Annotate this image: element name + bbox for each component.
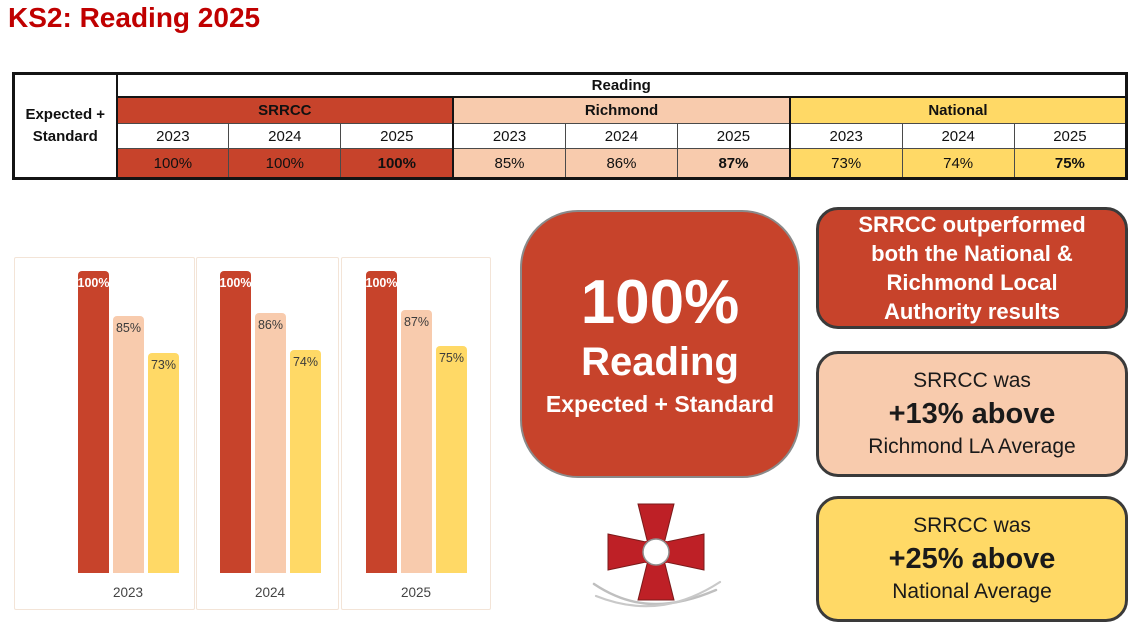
callout-national-comparison: SRRCC was +25% above National Average xyxy=(816,496,1128,622)
table-value-richmond-2023: 85% xyxy=(452,148,566,179)
bar-2024-richmond xyxy=(255,313,286,573)
crest-laurel-swirls xyxy=(592,580,722,608)
chart-category-label-2023: 2023 xyxy=(112,585,144,600)
cross-pattee-icon xyxy=(607,503,705,601)
table-value-national-2023: 73% xyxy=(788,148,903,179)
chart-category-label-2024: 2024 xyxy=(254,585,286,600)
bar-value-label-2023-richmond: 85% xyxy=(115,321,142,335)
callout-richmond-comparison: SRRCC was +13% above Richmond LA Average xyxy=(816,351,1128,477)
summary-subject: Reading xyxy=(581,339,739,384)
bar-value-label-2024-srrcc: 100% xyxy=(219,276,252,290)
table-year-srrcc-2024: 2024 xyxy=(228,123,342,149)
table-year-national-2024: 2024 xyxy=(901,123,1015,149)
callout-national-line1: SRRCC was xyxy=(913,513,1031,537)
crest-center-circle xyxy=(642,538,670,566)
bar-value-label-2025-richmond: 87% xyxy=(403,315,430,329)
chart-category-label-2025: 2025 xyxy=(400,585,432,600)
bar-2025-srrcc xyxy=(366,271,397,573)
table-group-header-national: National xyxy=(788,96,1127,124)
table-year-national-2025: 2025 xyxy=(1013,123,1128,149)
table-value-national-2025: 75% xyxy=(1013,148,1128,179)
summary-caption: Expected + Standard xyxy=(545,390,775,417)
table-subject-header: Reading xyxy=(116,73,1127,98)
bar-value-label-2025-national: 75% xyxy=(438,351,465,365)
bar-2023-national xyxy=(148,353,179,573)
summary-card: 100% Reading Expected + Standard xyxy=(520,210,800,478)
bar-value-label-2023-national: 73% xyxy=(150,358,177,372)
school-crest-logo xyxy=(592,503,722,608)
page-title: KS2: Reading 2025 xyxy=(8,2,261,33)
callout-richmond-highlight: +13% above xyxy=(888,397,1056,430)
table-group-header-srrcc: SRRCC xyxy=(115,96,454,124)
bar-2023-richmond xyxy=(113,316,144,573)
callout-national-highlight: +25% above xyxy=(888,542,1056,575)
bar-value-label-2025-srrcc: 100% xyxy=(365,276,398,290)
table-row-label: Expected + Standard xyxy=(13,73,118,179)
table-year-richmond-2025: 2025 xyxy=(677,123,791,149)
table-year-srrcc-2023: 2023 xyxy=(115,123,230,149)
table-group-header-richmond: Richmond xyxy=(452,96,791,124)
chart-panel-2023 xyxy=(14,257,195,610)
bar-2023-srrcc xyxy=(78,271,109,573)
summary-value: 100% xyxy=(580,267,740,337)
table-value-national-2024: 74% xyxy=(901,148,1015,179)
table-value-srrcc-2025: 100% xyxy=(340,148,454,179)
table-value-srrcc-2024: 100% xyxy=(228,148,342,179)
table-year-national-2023: 2023 xyxy=(788,123,903,149)
bar-2024-srrcc xyxy=(220,271,251,573)
chart-panel-2025 xyxy=(341,257,491,610)
callout-richmond-line1: SRRCC was xyxy=(913,368,1031,392)
callout-richmond-line3: Richmond LA Average xyxy=(868,435,1076,459)
table-year-richmond-2023: 2023 xyxy=(452,123,566,149)
bar-value-label-2023-srrcc: 100% xyxy=(77,276,110,290)
bar-2025-national xyxy=(436,346,467,573)
callout-outperformed: SRRCC outperformed both the National & R… xyxy=(816,207,1128,329)
table-year-richmond-2024: 2024 xyxy=(564,123,679,149)
bar-2024-national xyxy=(290,350,321,573)
bar-value-label-2024-richmond: 86% xyxy=(257,318,284,332)
table-value-richmond-2025: 87% xyxy=(677,148,791,179)
bar-value-label-2024-national: 74% xyxy=(292,355,319,369)
chart-panel-2024 xyxy=(196,257,339,610)
table-value-richmond-2024: 86% xyxy=(564,148,679,179)
table-year-srrcc-2025: 2025 xyxy=(340,123,454,149)
results-table: Expected + Standard Reading SRRCC Richmond N… xyxy=(12,72,1128,180)
callout-national-line3: National Average xyxy=(892,580,1052,604)
bar-2025-richmond xyxy=(401,310,432,573)
table-value-srrcc-2023: 100% xyxy=(115,148,230,179)
callout-outperformed-text: SRRCC outperformed both the National & R… xyxy=(858,211,1086,325)
